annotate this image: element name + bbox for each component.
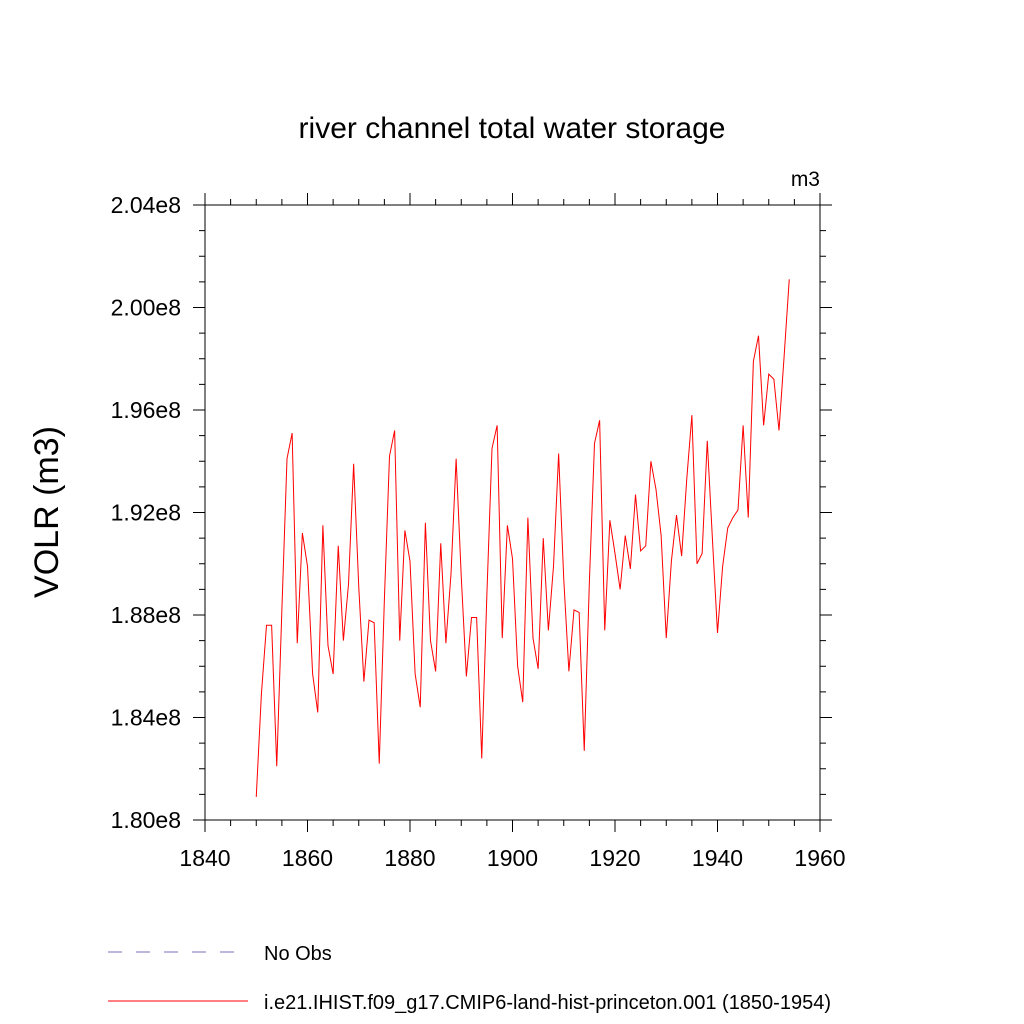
- units-label: m3: [791, 168, 820, 191]
- legend-label: i.e21.IHIST.f09_g17.CMIP6-land-hist-prin…: [264, 992, 831, 1014]
- x-tick-label: 1880: [384, 845, 435, 871]
- x-tick-label: 1920: [589, 845, 640, 871]
- y-tick-label: 1.88e8: [111, 602, 181, 628]
- y-axis-label: VOLR (m3): [28, 426, 66, 598]
- legend: No Obs i.e21.IHIST.f09_g17.CMIP6-land-his…: [108, 943, 831, 1014]
- x-tick-label: 1960: [794, 845, 845, 871]
- y-tick-label: 1.84e8: [111, 705, 181, 731]
- x-tick-label: 1860: [282, 845, 333, 871]
- tick-labels: 1840 1860 1880 1900 1920 1940 1960 1.80e8 1.84e8…: [111, 192, 846, 871]
- x-tick-label: 1940: [692, 845, 743, 871]
- y-tick-label: 1.96e8: [111, 397, 181, 423]
- series-lines: [255, 279, 790, 797]
- y-tick-label: 1.80e8: [111, 807, 181, 833]
- plot-frame: [204, 204, 821, 821]
- chart-title: river channel total water storage: [299, 112, 726, 145]
- y-tick-label: 1.92e8: [111, 500, 181, 526]
- tick-marks: [193, 193, 832, 832]
- y-tick-label: 2.00e8: [111, 295, 181, 321]
- x-tick-label: 1840: [179, 845, 230, 871]
- x-tick-label: 1900: [487, 845, 538, 871]
- series-line: [255, 279, 790, 797]
- legend-label: No Obs: [264, 943, 332, 965]
- y-tick-label: 2.04e8: [111, 192, 181, 218]
